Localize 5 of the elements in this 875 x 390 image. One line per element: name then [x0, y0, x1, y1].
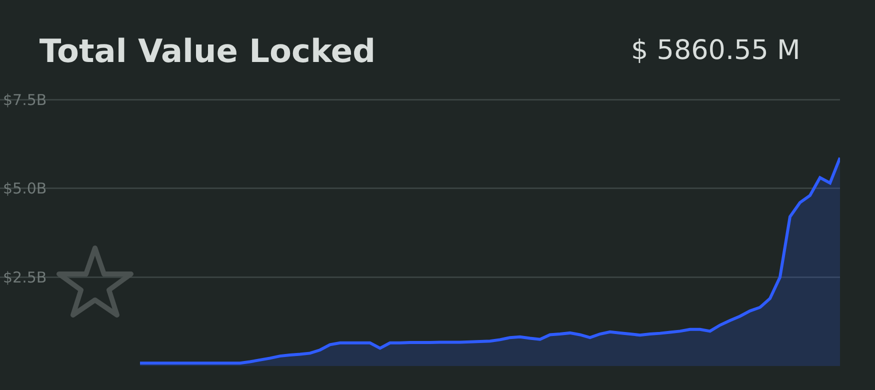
y-tick-label: $2.5B [3, 268, 47, 286]
y-tick-label: $7.5B [3, 90, 47, 109]
y-tick-label: $5.0B [3, 180, 47, 198]
text: Total Value Locked [39, 32, 376, 70]
annotation: $ 5860.55 M [631, 35, 800, 66]
